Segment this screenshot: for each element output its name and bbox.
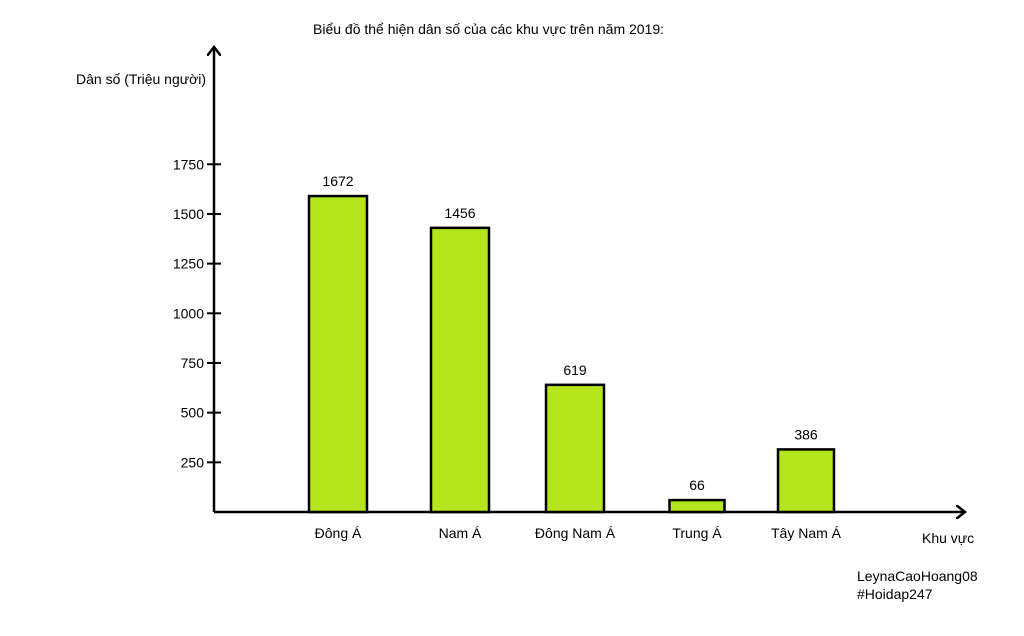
data-label-0: 1672: [322, 173, 353, 189]
bar-4: [776, 448, 836, 514]
bar-3: [668, 498, 726, 514]
chart-title: Biểu đồ thể hiện dân số của các khu vực …: [313, 21, 664, 37]
y-tick-label-0: 250: [181, 454, 205, 470]
x-tick-label-2: Đông Nam Á: [535, 525, 616, 541]
x-tick-label-4: Tây Nam Á: [771, 525, 842, 541]
y-tick-label-1: 500: [181, 405, 205, 421]
bar-1: [429, 226, 491, 514]
y-tick-label-5: 1500: [173, 206, 204, 222]
x-tick-label-3: Trung Á: [672, 525, 722, 541]
x-tick-label-0: Đông Á: [315, 525, 362, 541]
x-axis-label: Khu vực: [922, 530, 974, 546]
x-tick-label-1: Nam Á: [439, 525, 482, 541]
y-axis-label: Dân số (Triệu người): [76, 71, 206, 87]
bar-0: [307, 194, 369, 514]
y-tick-label-4: 1250: [173, 256, 204, 272]
data-label-1: 1456: [444, 205, 475, 221]
credit-author: LeynaCaoHoang08: [857, 568, 978, 584]
y-tick-label-3: 1000: [173, 305, 204, 321]
data-label-3: 66: [689, 477, 705, 493]
y-tick-label-6: 1750: [173, 156, 204, 172]
bar-2: [544, 383, 606, 514]
data-label-2: 619: [563, 362, 587, 378]
data-label-4: 386: [794, 426, 818, 442]
y-tick-label-2: 750: [181, 355, 205, 371]
credit-tag: #Hoidap247: [857, 586, 933, 602]
